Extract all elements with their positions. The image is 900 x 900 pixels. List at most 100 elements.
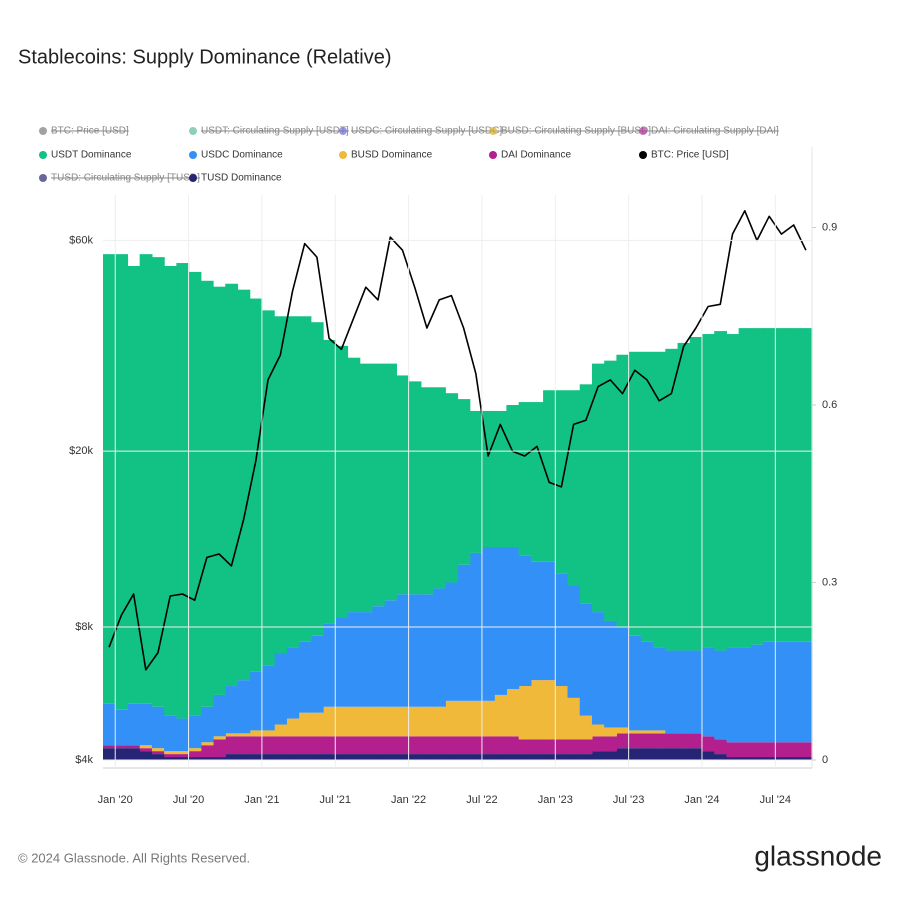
area-segment [323, 754, 336, 760]
area-segment [335, 706, 349, 737]
legend-label: USDT: Circulating Supply [USDT] [201, 126, 349, 137]
legend-swatch [489, 151, 497, 159]
legend-swatch [489, 127, 497, 135]
legend-label: USDT Dominance [51, 150, 132, 161]
area-segment [738, 328, 752, 648]
x-tick-label: Jan '21 [244, 794, 279, 806]
chart-title: Stablecoins: Supply Dominance (Relative) [18, 46, 392, 68]
x-tick-label: Jul '20 [173, 794, 204, 806]
area-segment [457, 700, 471, 737]
area-segment [237, 289, 251, 681]
area-segment [677, 650, 691, 734]
legend-swatch [189, 174, 197, 182]
area-segment [555, 739, 569, 755]
area-segment [335, 618, 349, 707]
area-segment [298, 736, 312, 755]
area-segment [286, 316, 300, 648]
area-segment [347, 357, 361, 613]
area-segment [225, 733, 239, 737]
area-segment [323, 706, 336, 737]
area-segment [701, 334, 715, 648]
area-segment [457, 399, 471, 565]
area-segment [164, 751, 177, 755]
area-segment [396, 754, 410, 760]
area-segment [616, 626, 630, 728]
area-segment [665, 748, 679, 760]
area-segment [433, 706, 446, 737]
area-segment [567, 754, 581, 760]
area-segment [371, 706, 385, 737]
area-segment [616, 733, 630, 749]
area-segment [481, 754, 495, 760]
area-segment [469, 754, 483, 760]
area-segment [359, 706, 373, 737]
area-segment [567, 585, 581, 698]
area-segment [213, 736, 226, 740]
legend-swatch [39, 151, 47, 159]
area-segment [763, 742, 776, 758]
area-segment [151, 751, 165, 755]
area-segment [787, 328, 801, 642]
area-segment [103, 745, 116, 749]
area-segment [200, 742, 214, 746]
area-segment [164, 715, 177, 752]
legend-swatch [39, 174, 47, 182]
area-segment [628, 635, 642, 731]
area-segment [763, 328, 776, 642]
area-segment [494, 754, 507, 760]
area-segment [763, 757, 776, 760]
area-segment [188, 751, 202, 758]
area-segment [298, 641, 312, 713]
area-segment [225, 754, 239, 760]
legend-label: USDC: Circulating Supply [USDC] [351, 126, 502, 137]
area-segment [445, 754, 459, 760]
area-segment [543, 739, 556, 755]
area-segment [555, 686, 569, 740]
area-segment [396, 375, 410, 595]
area-segment [518, 686, 532, 740]
area-segment [628, 748, 642, 760]
area-segment [310, 736, 324, 755]
area-segment [457, 736, 471, 755]
area-segment [653, 748, 666, 760]
area-segment [127, 265, 141, 704]
area-segment [347, 612, 361, 707]
area-segment [640, 641, 654, 731]
area-segment [799, 757, 813, 760]
area-segment [640, 733, 654, 749]
area-segment [579, 603, 593, 716]
area-segment [151, 257, 165, 707]
legend-label: BUSD Dominance [351, 150, 433, 161]
area-segment [237, 736, 251, 755]
area-segment [653, 351, 666, 648]
area-segment [775, 742, 789, 758]
area-segment [433, 387, 446, 589]
area-segment [701, 647, 715, 737]
area-segment [738, 742, 752, 758]
area-segment [274, 754, 287, 760]
area-segment [604, 727, 618, 737]
area-segment [689, 733, 703, 749]
area-segment [689, 336, 703, 651]
area-segment [506, 689, 520, 737]
area-segment [261, 730, 275, 737]
area-segment [249, 736, 263, 755]
area-segment [457, 754, 471, 760]
area-segment [213, 694, 226, 737]
area-segment [604, 736, 618, 752]
area-segment [151, 754, 165, 760]
area-segment [469, 410, 483, 553]
area-segment [139, 254, 153, 704]
area-segment [653, 730, 666, 734]
brand-logo: glassnode [754, 840, 882, 871]
area-segment [335, 736, 349, 755]
footer: © 2024 Glassnode. All Rights Reserved. [18, 850, 250, 865]
area-segment [506, 754, 520, 760]
area-segment [384, 600, 397, 707]
area-segment [371, 736, 385, 755]
area-segment [665, 650, 679, 734]
area-segment [335, 345, 349, 619]
area-segment [176, 757, 190, 760]
area-segment [151, 748, 165, 752]
